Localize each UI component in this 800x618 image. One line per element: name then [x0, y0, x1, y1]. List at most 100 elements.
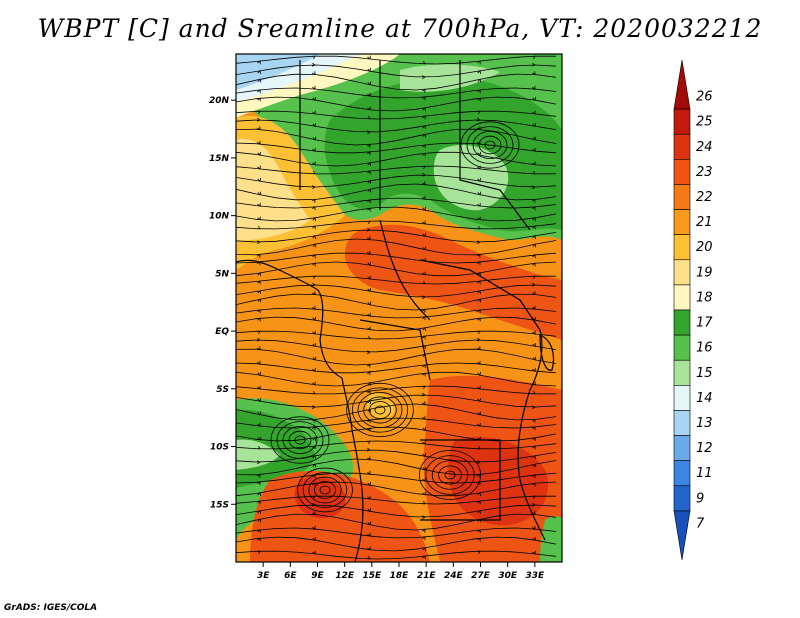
streamline-arrow	[422, 491, 426, 496]
streamline-arrow	[367, 188, 372, 193]
streamline-arrow	[422, 96, 426, 101]
streamline-arrow	[421, 295, 426, 300]
streamline-vortex	[270, 416, 330, 464]
streamline-arrow	[477, 473, 481, 478]
streamline-arrow	[476, 225, 481, 230]
streamline-arrow	[312, 254, 316, 259]
streamline	[236, 449, 557, 463]
streamline	[236, 348, 557, 366]
streamline	[236, 458, 557, 476]
streamline-arrow	[367, 363, 371, 368]
colorbar-label: 26	[696, 90, 713, 105]
streamline-arrow	[257, 191, 262, 196]
streamline-arrow	[532, 85, 536, 90]
streamline-arrow	[532, 136, 537, 141]
colorbar-swatch	[673, 309, 691, 336]
streamline-arrow	[477, 537, 481, 542]
streamline-arrow	[311, 185, 316, 190]
streamline-arrow	[477, 261, 481, 266]
streamline-arrow	[312, 550, 316, 555]
streamline-vortex	[425, 455, 475, 495]
streamline	[236, 206, 557, 222]
streamline-arrow	[532, 198, 536, 203]
streamline-arrow	[257, 317, 261, 322]
streamline-arrow	[257, 473, 261, 478]
streamline-arrow	[256, 330, 261, 335]
streamline-vortex	[319, 485, 331, 495]
streamline-vortex	[346, 382, 414, 438]
streamline-arrow	[257, 492, 262, 497]
streamline-arrow	[311, 495, 316, 500]
streamline-arrow	[367, 162, 372, 167]
streamline-arrow	[421, 500, 426, 505]
streamline-arrow	[257, 398, 262, 403]
colorbar-label: 15	[696, 366, 713, 381]
streamline-arrow	[422, 477, 426, 482]
colorbar-swatch	[673, 435, 691, 461]
streamline-vortex	[418, 450, 481, 500]
streamline-arrow	[477, 309, 481, 314]
lon-tick-label: 30E	[498, 571, 518, 581]
streamline-arrow	[367, 179, 372, 185]
streamline-arrow	[532, 454, 537, 459]
streamline-arrow	[257, 360, 261, 365]
streamline-arrow	[312, 206, 316, 211]
streamline-arrow	[367, 408, 372, 413]
streamline-arrow	[311, 405, 316, 410]
streamline-arrow	[312, 85, 316, 90]
streamline-arrow	[477, 289, 482, 294]
streamline-arrow	[531, 502, 536, 507]
lat-tick-label: 5N	[215, 269, 229, 279]
streamline-vortex	[444, 470, 456, 480]
streamline-arrow	[312, 367, 316, 372]
streamline-arrow	[421, 385, 426, 390]
streamline-arrow	[257, 60, 261, 65]
streamline-arrow	[256, 337, 261, 342]
streamline-arrow	[422, 133, 427, 138]
lat-tick-label: 10N	[209, 212, 230, 222]
streamline-arrow	[531, 390, 536, 395]
streamline-arrow	[477, 69, 482, 75]
lon-tick-label: 27E	[471, 571, 491, 581]
streamline-arrow	[477, 411, 482, 416]
streamline-arrow	[366, 555, 371, 560]
streamline-vortex	[484, 140, 496, 150]
streamline-arrow	[257, 436, 261, 441]
streamline-arrow	[257, 97, 261, 102]
streamline-arrow	[367, 371, 371, 376]
colorbar-label: 11	[696, 466, 713, 481]
streamline-arrow	[421, 280, 426, 285]
streamline-arrow	[257, 481, 261, 486]
streamline-arrow	[367, 55, 371, 60]
streamline-arrow	[366, 227, 371, 232]
streamline	[236, 417, 557, 429]
streamline-vortex	[374, 405, 386, 415]
streamline-vortex	[466, 126, 514, 164]
streamline-arrow	[477, 398, 482, 403]
streamline-arrow	[257, 537, 261, 542]
streamline-arrow	[367, 236, 371, 241]
streamline-arrow	[532, 291, 536, 296]
streamline-arrow	[367, 382, 372, 387]
streamline	[236, 96, 557, 112]
streamline-arrow	[311, 282, 316, 287]
streamline	[236, 142, 557, 154]
lon-tick-label: 3E	[257, 571, 270, 581]
streamline-arrow	[476, 460, 481, 465]
streamline-arrow	[532, 367, 536, 372]
streamline-arrow	[477, 280, 481, 285]
chart-title: WBPT [C] and Sreamline at 700hPa, VT: 20…	[37, 14, 763, 43]
streamline-arrow	[532, 243, 537, 248]
streamline-vortex	[276, 421, 324, 459]
streamline-arrow	[421, 60, 426, 65]
colorbar-swatch	[673, 485, 691, 512]
streamline-arrow	[312, 161, 316, 166]
streamline-arrow	[422, 401, 426, 406]
lat-tick-label: 15N	[209, 154, 230, 164]
streamline	[236, 536, 557, 552]
streamline-arrow	[257, 140, 261, 145]
streamline-arrow	[422, 555, 426, 560]
colorbar-swatch	[673, 159, 691, 185]
streamline-arrow	[367, 546, 371, 551]
